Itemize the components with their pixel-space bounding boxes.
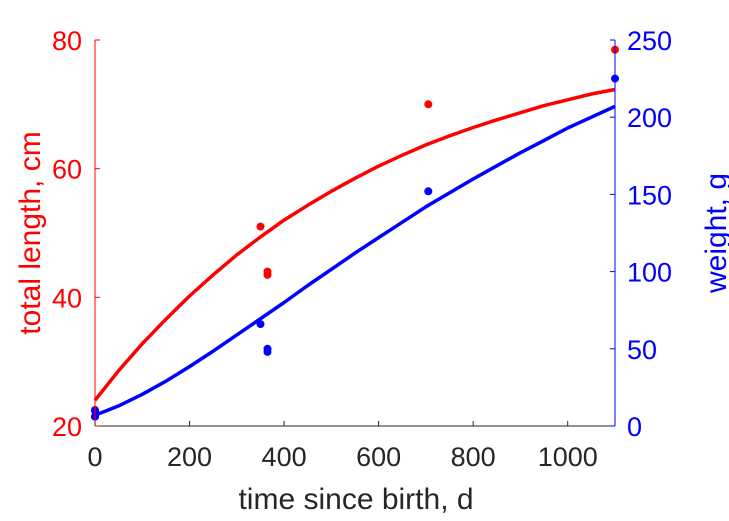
length-fit-curve <box>93 87 616 402</box>
left-tick-label: 40 <box>52 283 82 313</box>
x-axis-label: time since birth, d <box>238 483 473 516</box>
right-tick-label: 250 <box>627 26 672 56</box>
left-tick-label: 80 <box>52 26 82 56</box>
fit-curves <box>93 87 616 417</box>
weight-data-point <box>424 187 433 196</box>
right-tick-label: 50 <box>627 335 657 365</box>
length-data-point <box>263 270 272 279</box>
length-data-point <box>256 222 265 231</box>
left-tick-label: 20 <box>52 412 82 442</box>
right-tick-label: 0 <box>627 412 642 442</box>
right-axis-label: weight, g <box>700 173 729 294</box>
x-tick-label: 600 <box>356 442 401 472</box>
right-tick-label: 200 <box>627 103 672 133</box>
x-tick-label: 200 <box>167 442 212 472</box>
left-tick-label: 60 <box>52 155 82 185</box>
right-tick-label: 150 <box>627 180 672 210</box>
data-points <box>91 45 619 421</box>
right-tick-label: 100 <box>627 258 672 288</box>
weight-fit-curve <box>94 104 616 417</box>
x-tick-label: 800 <box>451 442 496 472</box>
weight-data-point <box>256 320 265 329</box>
x-tick-label: 0 <box>87 442 102 472</box>
x-tick-label: 1000 <box>538 442 598 472</box>
left-axis-label: total length, cm <box>14 131 47 334</box>
axes <box>94 39 616 427</box>
x-tick-label: 400 <box>262 442 307 472</box>
length-data-point <box>424 100 433 109</box>
weight-data-point <box>263 347 272 356</box>
